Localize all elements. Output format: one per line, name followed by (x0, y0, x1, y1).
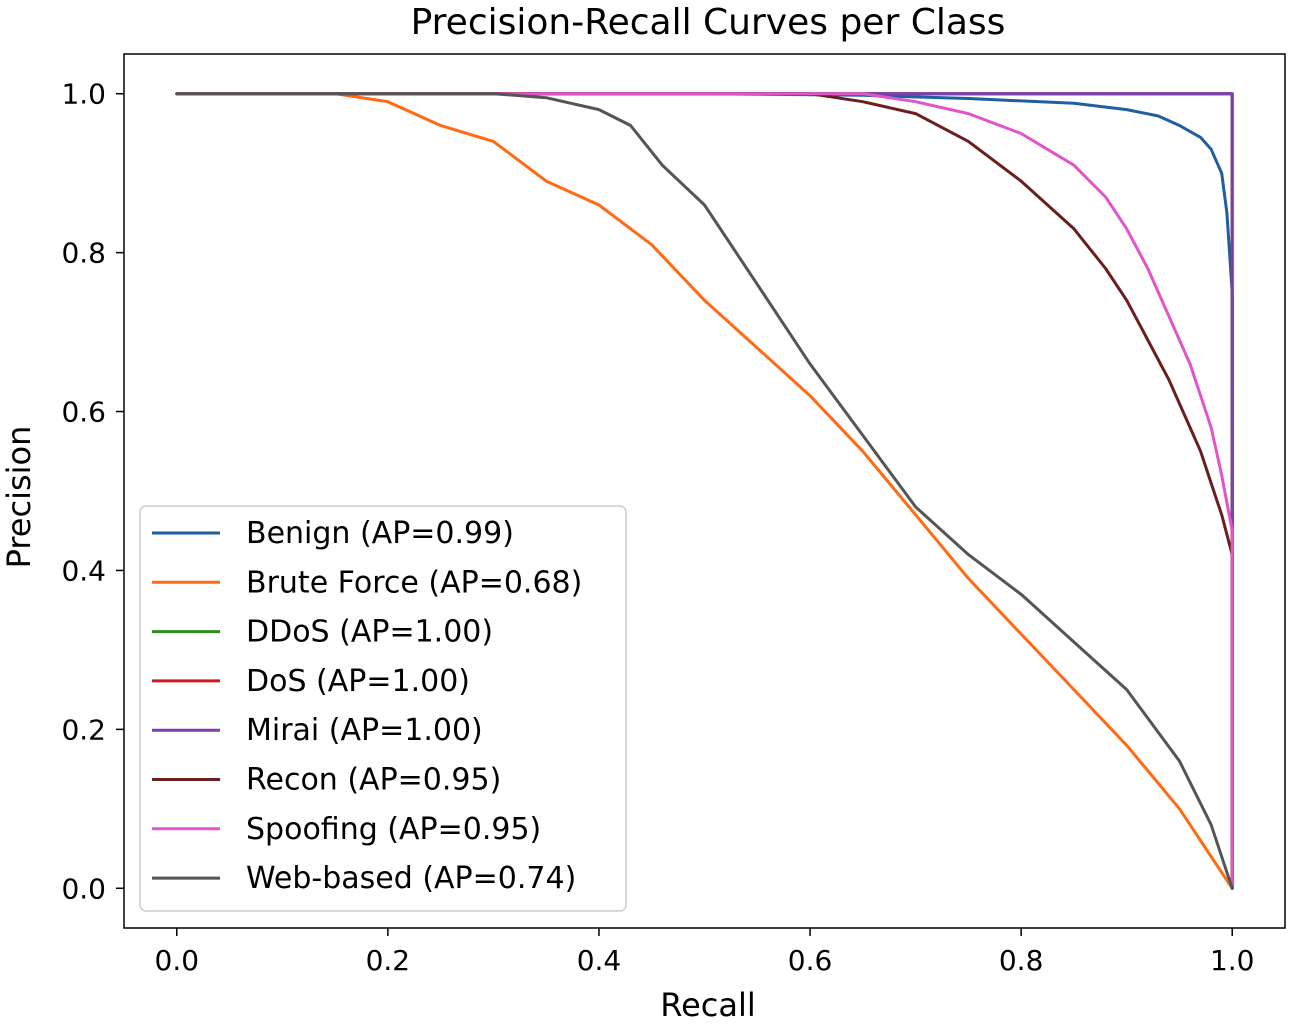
y-tick-label: 0.4 (61, 554, 106, 587)
legend-label-benign: Benign (AP=0.99) (246, 516, 514, 551)
series-line-recon (175, 92, 1234, 890)
y-tick-label: 0.8 (61, 237, 106, 270)
x-axis-label: Recall (660, 986, 755, 1024)
x-tick-label: 1.0 (1210, 944, 1255, 977)
y-tick-label: 0.6 (61, 396, 106, 429)
y-tick-label: 0.0 (61, 872, 106, 905)
x-tick-label: 0.8 (999, 944, 1044, 977)
series-line-brute-force (175, 92, 1234, 890)
x-axis: 0.0 0.2 0.4 0.6 0.8 1.0 (155, 928, 1255, 977)
x-tick-label: 0.4 (577, 944, 622, 977)
legend: Benign (AP=0.99) Brute Force (AP=0.68) DDo… (139, 505, 627, 912)
y-axis: 0.0 0.2 0.4 0.6 0.8 1.0 (61, 78, 124, 905)
legend-box (139, 505, 627, 912)
series-line-web-based (175, 92, 1234, 890)
chart-title: Precision-Recall Curves per Class (411, 2, 1006, 43)
series-line-spoofing (175, 92, 1234, 890)
y-axis-label: Precision (0, 426, 38, 569)
legend-label-mirai: Mirai (AP=1.00) (246, 713, 483, 748)
legend-label-spoofing: Spoofing (AP=0.95) (246, 812, 541, 847)
legend-label-recon: Recon (AP=0.95) (246, 763, 501, 798)
legend-label-dos: DoS (AP=1.00) (246, 664, 470, 699)
y-tick-label: 0.2 (61, 713, 106, 746)
legend-label-web-based: Web-based (AP=0.74) (246, 861, 576, 896)
legend-label-brute-force: Brute Force (AP=0.68) (246, 565, 582, 600)
legend-label-ddos: DDoS (AP=1.00) (246, 615, 493, 650)
x-tick-label: 0.2 (366, 944, 411, 977)
x-tick-label: 0.6 (788, 944, 833, 977)
y-tick-label: 1.0 (61, 78, 106, 111)
series-lines (175, 92, 1234, 890)
x-tick-label: 0.0 (155, 944, 200, 977)
